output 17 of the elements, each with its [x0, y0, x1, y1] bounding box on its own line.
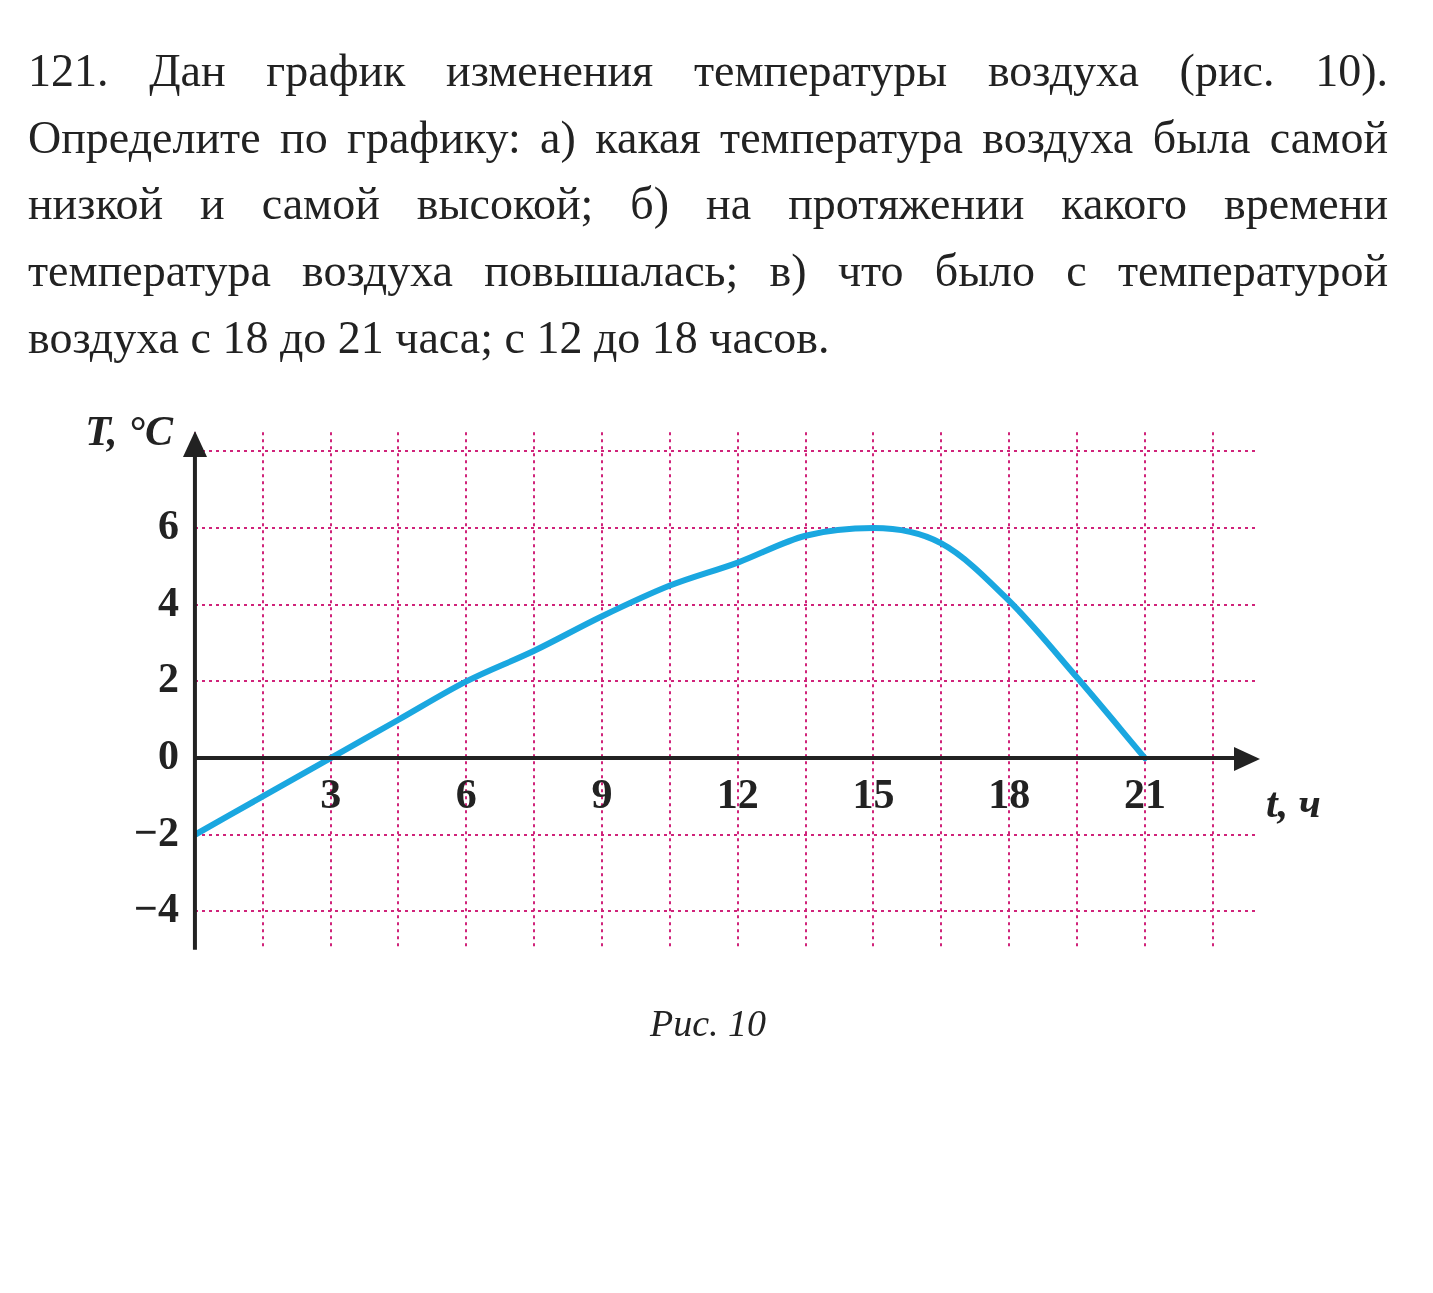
- x-tick-label: 9: [591, 771, 613, 818]
- x-tick-label: 12: [716, 771, 759, 818]
- x-tick-label: 21: [1123, 771, 1166, 818]
- y-tick-label: −4: [134, 885, 179, 932]
- y-tick-label: −2: [134, 809, 179, 856]
- text: Рис. 10: [648, 1001, 768, 1046]
- y-tick-label: 4: [157, 579, 179, 626]
- x-axis-title: t, ч: [1266, 780, 1321, 827]
- y-axis-title: T, °C: [85, 408, 174, 455]
- y-tick-label: 2: [157, 655, 179, 702]
- x-tick-label: 15: [852, 771, 895, 818]
- y-tick-label: 6: [157, 502, 179, 549]
- x-tick-label: 3: [320, 771, 342, 818]
- chart-title: 121. Дан график изменения температуры воздуха (рис. 10). Определите по графику: а) какая температура воздуха была самой низкой и самой высокой; б) на протяжении какого времени температура воздуха повышалась; в) что было с температурой воздуха с 18 до 21 часа; с 12 до 18 часов.: [27, 44, 1389, 365]
- x-tick-label: 6: [455, 771, 477, 818]
- x-tick-label: 18: [988, 771, 1031, 818]
- y-tick-label: 0: [157, 732, 179, 779]
